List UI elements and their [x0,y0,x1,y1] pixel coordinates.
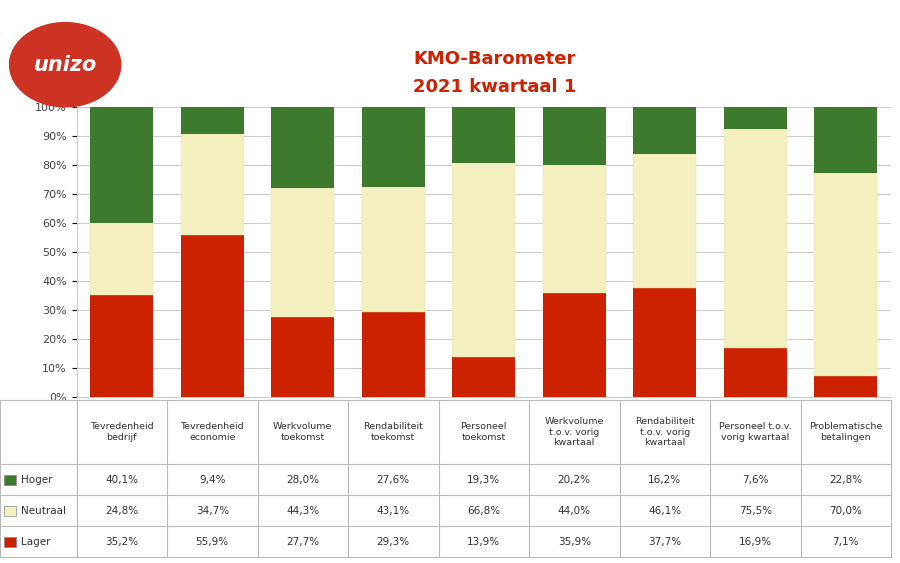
Text: 27,6%: 27,6% [377,475,410,485]
Bar [814,173,878,376]
Bar [452,107,516,163]
Text: Problematische
betalingen: Problematische betalingen [809,422,882,442]
Bar [90,223,153,295]
Text: 7,6%: 7,6% [742,475,769,485]
Bar [271,107,335,188]
Text: 28,0%: 28,0% [286,475,320,485]
Text: 55,9%: 55,9% [195,537,229,547]
Text: 9,4%: 9,4% [199,475,226,485]
Bar [543,166,606,293]
Bar [543,106,606,166]
Text: 27,7%: 27,7% [286,537,320,547]
Text: Lager: Lager [22,537,50,547]
Text: Rendabiliteit
toekomst: Rendabiliteit toekomst [364,422,423,442]
Text: 46,1%: 46,1% [648,506,681,516]
Text: 66,8%: 66,8% [467,506,500,516]
Text: 35,2%: 35,2% [105,537,139,547]
Text: 20,2%: 20,2% [558,475,590,485]
Bar [452,163,516,356]
Text: Hoger: Hoger [22,475,52,485]
Bar [181,134,244,235]
Text: 22,8%: 22,8% [829,475,862,485]
Text: 70,0%: 70,0% [829,506,862,516]
Bar [633,154,697,288]
Text: 13,9%: 13,9% [467,537,500,547]
Text: Werkvolume
toekomst: Werkvolume toekomst [273,422,332,442]
Bar [633,107,697,154]
Text: 34,7%: 34,7% [195,506,229,516]
Ellipse shape [10,23,121,107]
Bar [90,106,153,223]
Text: Tevredenheid
bedrijf: Tevredenheid bedrijf [90,422,154,442]
Bar [271,188,335,316]
Bar [452,356,516,397]
Text: 75,5%: 75,5% [739,506,772,516]
Text: 40,1%: 40,1% [105,475,139,485]
Text: Werkvolume
t.o.v. vorig
kwartaal: Werkvolume t.o.v. vorig kwartaal [544,417,604,447]
Bar [181,107,244,134]
Bar [362,187,425,312]
Bar [724,348,787,397]
Bar [543,293,606,397]
Text: 29,3%: 29,3% [377,537,410,547]
Text: Tevredenheid
economie: Tevredenheid economie [180,422,244,442]
Text: Personeel t.o.v.
vorig kwartaal: Personeel t.o.v. vorig kwartaal [719,422,792,442]
Bar [814,376,878,397]
Bar [181,235,244,397]
Text: 24,8%: 24,8% [105,506,139,516]
Text: 16,2%: 16,2% [648,475,681,485]
Text: 16,9%: 16,9% [739,537,772,547]
Text: KMO-Barometer: KMO-Barometer [414,50,576,68]
Bar [724,129,787,348]
Text: 44,0%: 44,0% [558,506,590,516]
Text: Personeel
toekomst: Personeel toekomst [461,422,507,442]
Bar [814,108,878,173]
Text: 7,1%: 7,1% [832,537,859,547]
Bar [362,107,425,187]
Text: Rendabiliteit
t.o.v. vorig
kwartaal: Rendabiliteit t.o.v. vorig kwartaal [634,417,695,447]
Bar [90,295,153,397]
Text: 44,3%: 44,3% [286,506,320,516]
Text: 37,7%: 37,7% [648,537,681,547]
Text: Neutraal: Neutraal [22,506,67,516]
Text: 19,3%: 19,3% [467,475,500,485]
Text: 35,9%: 35,9% [558,537,590,547]
Text: 43,1%: 43,1% [377,506,410,516]
Bar [633,288,697,397]
Bar [271,316,335,397]
Text: unizo: unizo [33,55,97,75]
Bar [724,107,787,129]
Text: 2021 kwartaal 1: 2021 kwartaal 1 [413,78,577,96]
Bar [362,312,425,397]
